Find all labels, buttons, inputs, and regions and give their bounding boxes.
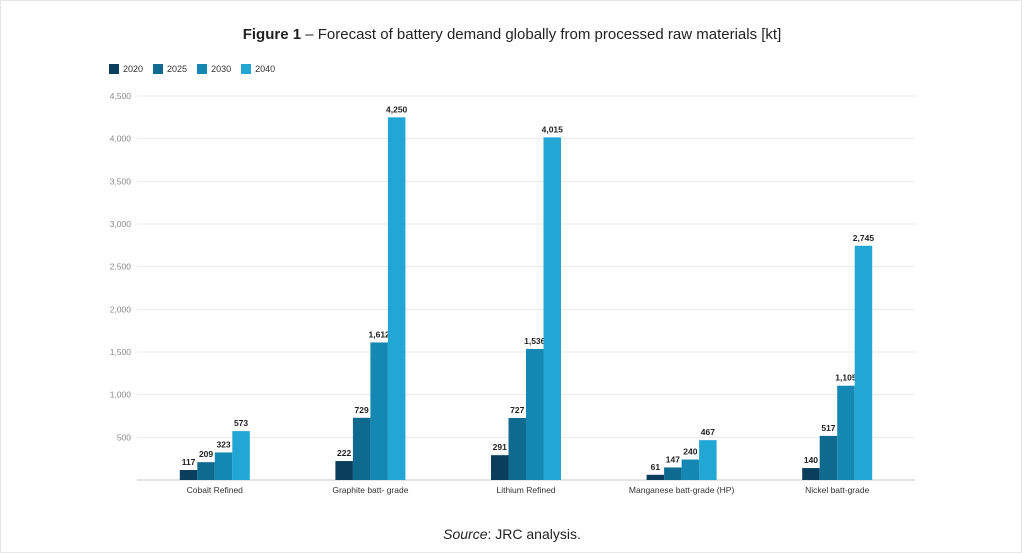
legend-label-2030: 2030 xyxy=(211,64,232,74)
bar-2030 xyxy=(526,348,544,480)
y-tick-label: 3,500 xyxy=(110,176,132,186)
y-tick-label: 1,000 xyxy=(110,390,132,400)
legend-label-2020: 2020 xyxy=(123,64,144,74)
x-category-label: Graphite batt- grade xyxy=(332,485,408,495)
legend-label-2025: 2025 xyxy=(167,64,188,74)
bar-2040 xyxy=(699,440,717,480)
y-tick-label: 2,000 xyxy=(110,304,132,314)
bar-value-label: 729 xyxy=(355,405,369,415)
figure-source: Source: JRC analysis. xyxy=(0,526,1024,542)
bar-value-label: 61 xyxy=(651,462,661,472)
bar-value-label: 4,250 xyxy=(386,104,408,114)
bar-2040 xyxy=(543,137,561,481)
bar-2020 xyxy=(179,470,198,480)
figure-label: Figure 1 xyxy=(242,26,302,43)
x-category-label: Nickel batt-grade xyxy=(805,485,870,495)
source-text: : JRC analysis. xyxy=(487,526,581,542)
bar-2020 xyxy=(491,455,509,480)
bar-2025 xyxy=(197,462,215,480)
legend-item-2020: 2020 xyxy=(109,64,143,74)
bar-value-label: 573 xyxy=(234,418,248,428)
bar-2030 xyxy=(681,459,700,480)
bar-2025 xyxy=(352,417,371,480)
source-label: Source xyxy=(443,526,488,542)
bar-value-label: 517 xyxy=(821,423,835,433)
bar-value-label: 1,536 xyxy=(524,336,546,346)
legend-label-2040: 2040 xyxy=(255,64,276,74)
bar-2040 xyxy=(232,431,250,480)
legend-swatch-2020 xyxy=(109,64,119,74)
chart-legend: 2020 2025 2030 2040 xyxy=(109,64,275,74)
x-category-label: Lithium Refined xyxy=(496,485,555,495)
bar-2020 xyxy=(335,461,353,480)
bar-value-label: 1,612 xyxy=(369,329,391,339)
bar-value-label: 240 xyxy=(683,447,697,457)
bar-2020 xyxy=(802,468,820,480)
bar-2025 xyxy=(819,435,838,480)
bar-value-label: 467 xyxy=(701,427,715,437)
bar-value-label: 117 xyxy=(182,457,196,467)
y-tick-label: 500 xyxy=(117,432,131,442)
bar-value-label: 140 xyxy=(804,455,818,465)
legend-swatch-2030 xyxy=(197,64,208,74)
x-category-label: Cobalt Refined xyxy=(187,485,244,495)
bar-2040 xyxy=(854,245,873,480)
bar-2025 xyxy=(508,417,526,480)
figure-title: Figure 1 – Forecast of battery demand gl… xyxy=(0,26,1024,43)
bar-2040 xyxy=(387,117,406,480)
bar-value-label: 4,015 xyxy=(542,124,564,134)
y-tick-label: 2,500 xyxy=(110,262,132,272)
bar-value-label: 1,105 xyxy=(835,373,857,383)
bar-value-label: 209 xyxy=(199,449,213,459)
y-tick-label: 4,000 xyxy=(110,134,132,144)
bar-2030 xyxy=(370,342,388,480)
x-category-label: Manganese batt-grade (HP) xyxy=(629,485,735,495)
bar-value-label: 727 xyxy=(510,405,524,415)
bar-2025 xyxy=(664,467,682,480)
legend-item-2040: 2040 xyxy=(241,64,275,74)
bar-value-label: 2,745 xyxy=(853,233,875,243)
bar-value-label: 291 xyxy=(493,442,507,452)
bar-value-label: 222 xyxy=(337,448,351,458)
legend-item-2025: 2025 xyxy=(153,64,187,74)
bar-value-label: 147 xyxy=(666,454,680,464)
legend-swatch-2025 xyxy=(153,64,164,74)
figure-title-text: – Forecast of battery demand globally fr… xyxy=(301,26,782,43)
y-tick-label: 3,000 xyxy=(110,219,132,229)
y-tick-label: 1,500 xyxy=(110,347,132,357)
legend-item-2030: 2030 xyxy=(197,64,231,74)
bar-2020 xyxy=(646,474,665,480)
legend-swatch-2040 xyxy=(241,64,252,74)
bar-2030 xyxy=(214,452,233,480)
y-tick-label: 4,500 xyxy=(110,91,132,101)
bar-2030 xyxy=(837,385,855,480)
bar-value-label: 323 xyxy=(216,439,230,449)
